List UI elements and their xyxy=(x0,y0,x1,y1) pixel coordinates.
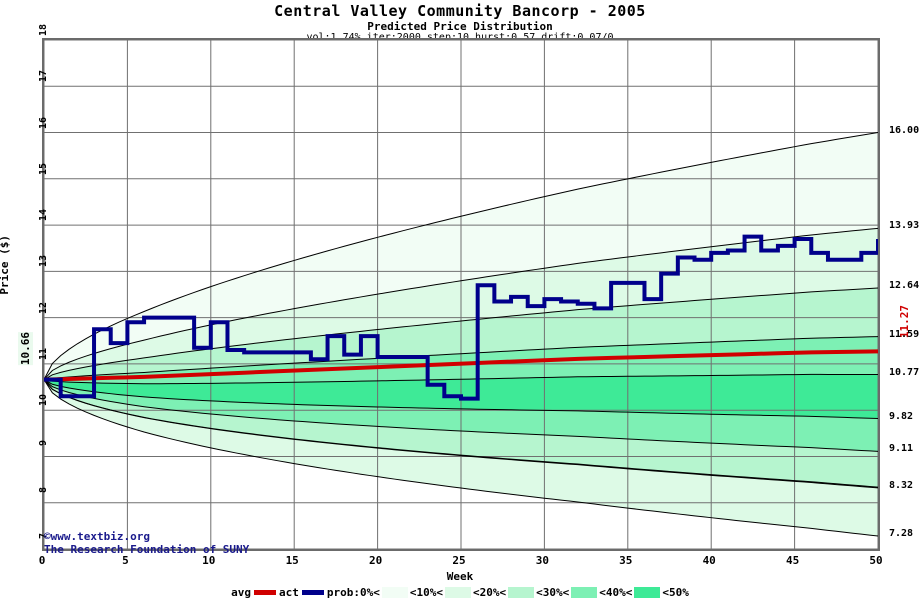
credit-website[interactable]: ©www.textbiz.org xyxy=(44,530,150,543)
right-label-9.11: 9.11 xyxy=(889,443,914,455)
right-label-16.00: 16.00 xyxy=(889,124,920,136)
x-tick-15: 15 xyxy=(285,554,299,567)
legend-bin-swatch-0 xyxy=(381,587,408,598)
x-tick-25: 25 xyxy=(452,554,466,567)
x-tick-10: 10 xyxy=(202,554,216,567)
y-tick-13: 13 xyxy=(38,255,49,268)
right-label-10.77: 10.77 xyxy=(889,366,920,378)
legend-bin-label-2: <30%< xyxy=(536,586,570,599)
legend-item-prob: prob:0%< xyxy=(326,586,381,599)
y-tick-9: 9 xyxy=(38,440,49,447)
x-tick-35: 35 xyxy=(619,554,633,567)
x-tick-40: 40 xyxy=(702,554,716,567)
y-tick-11: 11 xyxy=(38,347,49,360)
legend-bin-swatch-1 xyxy=(444,587,471,598)
plot-canvas xyxy=(44,40,878,549)
legend-prob-label: prob:0%< xyxy=(326,586,380,599)
x-tick-50: 50 xyxy=(869,554,883,567)
y-tick-17: 17 xyxy=(38,70,49,83)
x-axis-label: Week xyxy=(446,570,474,583)
right-label-12.64: 12.64 xyxy=(889,280,920,292)
legend-bin-swatch-3 xyxy=(571,587,598,598)
legend-bin-label-1: <20%< xyxy=(472,586,507,599)
legend-act-label: act xyxy=(279,586,299,599)
right-label-9.82: 9.82 xyxy=(889,410,914,422)
x-tick-30: 30 xyxy=(535,554,550,567)
y-tick-12: 12 xyxy=(38,301,49,314)
y-tick-16: 16 xyxy=(38,116,49,129)
legend-bin-label-4: <50% xyxy=(662,586,689,599)
right-label-13.93: 13.93 xyxy=(889,220,920,232)
gridlines xyxy=(44,40,878,549)
chart-parameters: vol:1.74% iter:2000 step:10 hurst:0.57 d… xyxy=(0,32,920,43)
chart-title: Central Valley Community Bancorp - 2005 xyxy=(274,2,646,20)
y-tick-14: 14 xyxy=(38,209,49,222)
x-tick-20: 20 xyxy=(368,554,383,567)
legend-bin-label-3: <40%< xyxy=(599,586,633,599)
band-boundary-lines xyxy=(44,132,878,537)
y-axis-label: Price ($) xyxy=(0,235,11,295)
chart-subtitle: Predicted Price Distribution xyxy=(367,20,553,33)
x-tick-0: 0 xyxy=(38,554,46,567)
y-tick-15: 15 xyxy=(38,162,49,175)
legend-act-swatch xyxy=(301,590,324,595)
legend-avg-swatch xyxy=(254,590,276,595)
right-label-8.32: 8.32 xyxy=(889,479,914,491)
legend-bin-swatch-2 xyxy=(508,587,535,598)
chart-legend: avg act prob:0%< <10%< <20%< <30%< <40%< <50… xyxy=(0,586,920,599)
start-price-marker: 10.66 xyxy=(18,332,33,366)
legend-item-avg: avg xyxy=(230,586,278,599)
legend-bin-label-0: <10%< xyxy=(409,586,443,599)
average-price-line xyxy=(44,349,878,382)
y-tick-10: 10 xyxy=(38,394,49,407)
legend-probability-bins: <10%< <20%< <30%< <40%< <50% xyxy=(381,586,690,599)
x-tick-5: 5 xyxy=(122,554,129,567)
legend-item-act: act xyxy=(278,586,326,599)
right-label-7.28: 7.28 xyxy=(889,528,914,540)
plot-area xyxy=(42,38,880,551)
y-tick-8: 8 xyxy=(38,486,49,493)
legend-bin-swatch-4 xyxy=(634,587,661,598)
legend-avg-label: avg xyxy=(231,586,251,599)
right-label-11.59: 11.59 xyxy=(889,328,920,340)
credit-organization: The Research Foundation of SUNY xyxy=(44,543,250,556)
actual-price-line xyxy=(44,234,878,401)
y-tick-18: 18 xyxy=(38,24,49,37)
x-tick-45: 45 xyxy=(785,554,800,567)
